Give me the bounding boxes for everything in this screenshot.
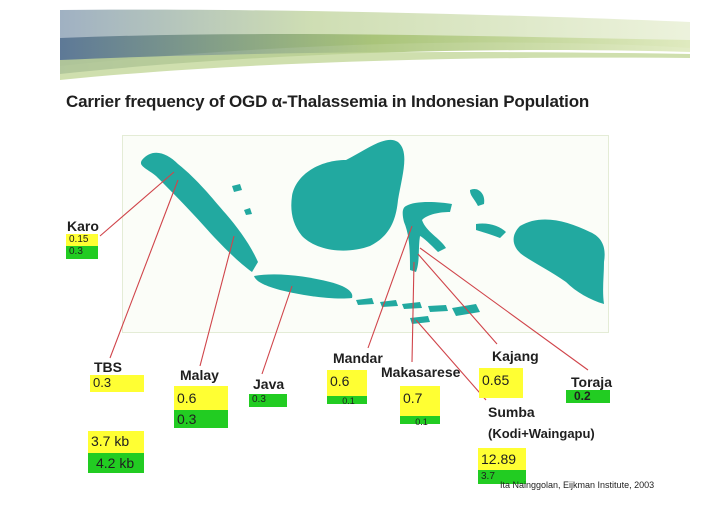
mandar-value-green: 0.1 [327,396,367,406]
label-tbs: TBS [94,359,122,375]
malay-value-green: 0.3 [174,410,228,428]
header-banner [0,0,728,80]
lesser-sunda-islands [356,298,480,316]
label-karo: Karo [67,218,99,234]
label-makasarese: Makasarese [381,364,461,380]
halmahera-island [470,188,485,206]
deletion-4-2kb: 4.2 kb [88,453,144,473]
makasarese-value-yellow: 0.7 [400,386,440,416]
toraja-value-green: 0.2 [566,390,610,403]
label-malay: Malay [180,367,219,383]
label-toraja: Toraja [571,374,612,390]
java-value-green: 0.3 [249,394,287,407]
sumba-value-yellow: 12.89 [478,448,526,470]
label-sumba-sub: (Kodi+Waingapu) [488,426,595,441]
borneo-island [291,139,405,251]
karo-value-yellow: 0.15 [66,234,98,246]
sumatra-island [140,152,258,272]
tbs-value-yellow: 0.3 [90,375,144,392]
slide-title: Carrier frequency of OGD α-Thalassemia i… [66,92,590,111]
deletion-3-7kb: 3.7 kb [88,431,144,453]
source-credit: Ita Nainggolan, Eijkman Institute, 2003 [500,480,655,490]
label-mandar: Mandar [333,350,383,366]
sumba-value-green: 3.7 [478,470,526,484]
papua-island [513,219,605,304]
label-kajang: Kajang [492,348,539,364]
label-sumba: Sumba [488,404,535,420]
makasarese-value-green: 0.1 [400,416,440,427]
karo-value-green: 0.3 [66,246,98,259]
label-java: Java [253,376,285,392]
kalimantan-small-islands [232,184,252,215]
maluku-island [476,223,506,238]
kajang-value-yellow: 0.65 [479,368,523,398]
sumba-island [410,316,430,324]
java-island [254,274,353,299]
sulawesi-island [402,202,452,272]
mandar-value-yellow: 0.6 [327,370,367,396]
malay-value-yellow: 0.6 [174,386,228,410]
pointer-lines [99,171,589,401]
